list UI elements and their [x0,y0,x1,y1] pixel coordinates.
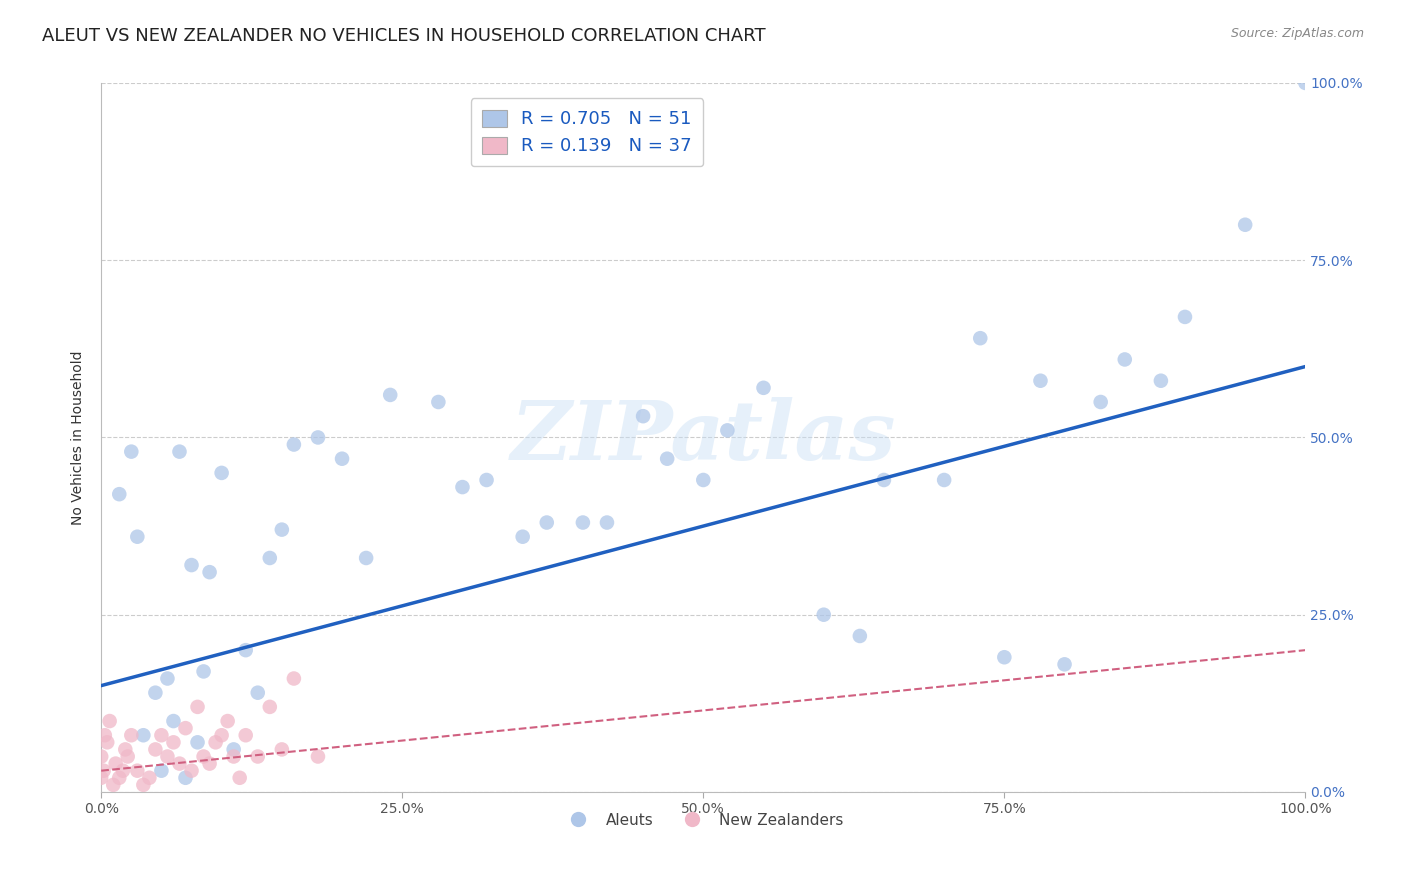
Point [180,558,202,572]
Point [246,749,269,764]
Point [150,728,173,742]
Point [657,451,679,466]
Point [187,699,209,714]
Point [283,672,305,686]
Point [222,742,245,756]
Point [204,735,226,749]
Point [716,423,738,437]
Point [536,516,558,530]
Point [180,764,202,778]
Point [1174,310,1197,324]
Point [90,771,112,785]
Point [1234,218,1257,232]
Point [198,565,221,579]
Point [156,672,179,686]
Point [1053,657,1076,672]
Point [193,665,215,679]
Point [211,466,233,480]
Point [150,764,173,778]
Point [1294,76,1316,90]
Point [120,728,142,742]
Point [752,381,775,395]
Point [187,735,209,749]
Point [169,756,191,771]
Point [162,735,184,749]
Point [692,473,714,487]
Point [169,444,191,458]
Point [969,331,991,345]
Point [631,409,654,424]
Point [235,728,257,742]
Point [120,444,142,458]
Point [96,735,118,749]
Point [117,749,139,764]
Point [451,480,474,494]
Point [330,451,353,466]
Point [475,473,498,487]
Point [94,728,117,742]
Point [111,764,134,778]
Point [873,473,896,487]
Point [211,728,233,742]
Point [98,714,121,728]
Point [235,643,257,657]
Point [138,771,160,785]
Point [127,530,149,544]
Point [307,749,329,764]
Point [270,742,292,756]
Point [849,629,872,643]
Point [283,437,305,451]
Point [934,473,956,487]
Point [307,430,329,444]
Point [993,650,1015,665]
Point [90,749,112,764]
Point [162,714,184,728]
Point [572,516,595,530]
Point [1029,374,1052,388]
Point [198,756,221,771]
Point [246,686,269,700]
Point [174,721,197,735]
Y-axis label: No Vehicles in Household: No Vehicles in Household [72,351,86,524]
Point [512,530,534,544]
Point [354,551,377,566]
Point [132,778,155,792]
Point [1114,352,1136,367]
Point [174,771,197,785]
Point [228,771,250,785]
Point [259,551,281,566]
Text: ALEUT VS NEW ZEALANDER NO VEHICLES IN HOUSEHOLD CORRELATION CHART: ALEUT VS NEW ZEALANDER NO VEHICLES IN HO… [42,27,766,45]
Point [104,756,127,771]
Point [596,516,619,530]
Point [217,714,239,728]
Text: Source: ZipAtlas.com: Source: ZipAtlas.com [1230,27,1364,40]
Point [1090,395,1112,409]
Point [270,523,292,537]
Point [380,388,402,402]
Point [222,749,245,764]
Point [145,742,167,756]
Legend: Aleuts, New Zealanders: Aleuts, New Zealanders [557,806,849,834]
Point [1150,374,1173,388]
Point [193,749,215,764]
Point [127,764,149,778]
Point [145,686,167,700]
Point [132,728,155,742]
Point [427,395,450,409]
Point [108,487,131,501]
Point [108,771,131,785]
Point [813,607,835,622]
Text: ZIPatlas: ZIPatlas [510,398,896,477]
Point [93,764,115,778]
Point [156,749,179,764]
Point [114,742,136,756]
Point [103,778,125,792]
Point [259,699,281,714]
